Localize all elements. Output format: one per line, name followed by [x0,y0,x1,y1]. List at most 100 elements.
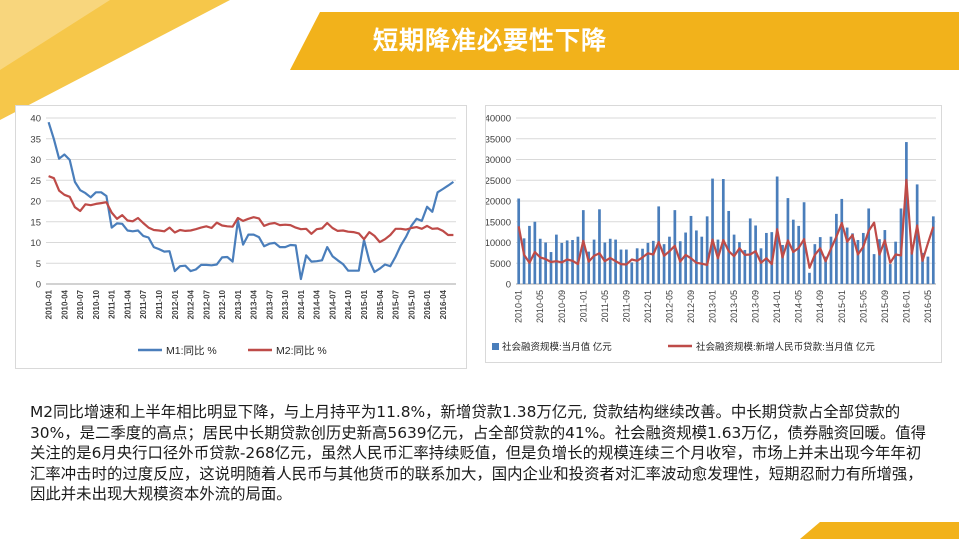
bar [840,198,844,284]
bar [544,242,547,284]
bar [635,248,639,284]
legend-label: 社会融资规模:新增人民币贷款:当月值 亿元 [696,341,875,353]
series-line-2 [48,175,454,244]
x-tick-label: 2015-01 [360,289,369,319]
y-tick-label: 0 [36,280,41,291]
bar [587,251,591,284]
legend-swatch [492,343,499,350]
bar [716,239,720,284]
x-tick-label: 2014-10 [344,289,353,319]
x-tick-label: 2011-05 [600,290,610,322]
x-tick-label: 2014-04 [313,289,322,319]
bar [700,236,704,284]
x-tick-label: 2011-04 [123,289,132,318]
bar [743,249,747,284]
bar [598,209,601,284]
bar [608,238,612,284]
bar [711,178,714,284]
bar [695,230,698,284]
bar [915,184,919,284]
bar [651,240,655,284]
bar [797,225,801,284]
x-tick-label: 2010-09 [557,290,567,323]
x-tick-label: 2011-07 [139,289,148,318]
x-tick-label: 2014-05 [794,290,804,323]
x-tick-label: 2015-07 [392,289,401,319]
bar [748,218,752,284]
x-tick-label: 2016-05 [923,290,933,323]
x-tick-label: 2015-09 [880,290,890,323]
bar [845,227,849,284]
y-tick-label: 10000 [486,238,511,249]
bar [538,238,542,284]
y-tick-label: 15000 [486,217,511,228]
y-tick-label: 40000 [486,114,511,125]
x-tick-label: 2014-07 [328,289,337,319]
bar [759,248,763,284]
x-tick-label: 2012-01 [643,290,653,323]
bar [668,236,671,284]
bar [684,232,687,284]
bar [883,230,887,284]
bar [921,252,924,284]
bar [910,251,914,284]
x-tick-label: 2010-04 [60,289,69,319]
bar [818,237,822,284]
x-tick-label: 2014-09 [815,290,825,323]
bar [625,249,628,284]
bar [824,256,827,284]
bar [641,248,644,284]
y-tick-label: 25 [30,176,41,187]
bar [705,216,709,284]
bar [931,216,935,284]
legend-label: 社会融资规模:当月值 亿元 [502,341,612,353]
bar [517,198,521,284]
x-tick-label: 2011-01 [108,289,117,318]
x-tick-label: 2014-01 [297,289,306,319]
x-tick-label: 2012-09 [686,290,696,323]
bar [522,238,526,284]
y-tick-label: 20000 [486,197,511,208]
x-tick-label: 2010-01 [514,290,524,323]
title-banner [290,12,959,70]
x-tick-label: 2013-10 [281,289,290,319]
x-tick-label: 2013-05 [729,290,739,323]
x-tick-label: 2016-01 [423,289,432,319]
bar [781,244,784,284]
x-tick-label: 2011-01 [578,290,588,322]
x-tick-label: 2016-01 [901,290,911,323]
x-tick-label: 2016-04 [439,289,448,319]
bar [727,210,731,284]
bar [856,240,860,284]
x-tick-label: 2015-01 [837,290,847,323]
bar [905,142,908,284]
bar [630,262,634,284]
series-line-1 [47,121,455,281]
bar [721,179,725,284]
bottom-decoration [800,522,959,539]
bar [689,215,693,284]
y-tick-label: 25000 [486,176,511,187]
x-tick-label: 2011-10 [155,289,164,318]
y-tick-label: 15 [30,217,41,228]
y-tick-label: 35 [30,134,41,145]
bar [646,242,650,284]
bar [657,206,661,284]
m1-m2-chart-svg: 0 5 10 15 20 25 30 35 40 2010-01 2010-04 2010-07 201… [30,114,456,357]
bar [662,244,666,284]
x-tick-label: 2010-01 [45,289,54,319]
bar [754,225,757,284]
page-title: 短期降准必要性下降 [372,26,607,55]
x-tick-label: 2011-09 [621,290,631,322]
x-tick-label: 2013-07 [265,289,274,319]
x-tick-label: 2013-04 [250,289,259,319]
bar [813,244,817,284]
y-tick-label: 40 [30,114,41,125]
bar [872,254,876,284]
x-tick-label: 2014-01 [772,290,782,323]
legend-label: M2:同比 % [276,344,327,357]
y-tick-label: 35000 [486,134,511,145]
bar [549,252,553,284]
bar [603,242,607,284]
bar [592,239,596,284]
